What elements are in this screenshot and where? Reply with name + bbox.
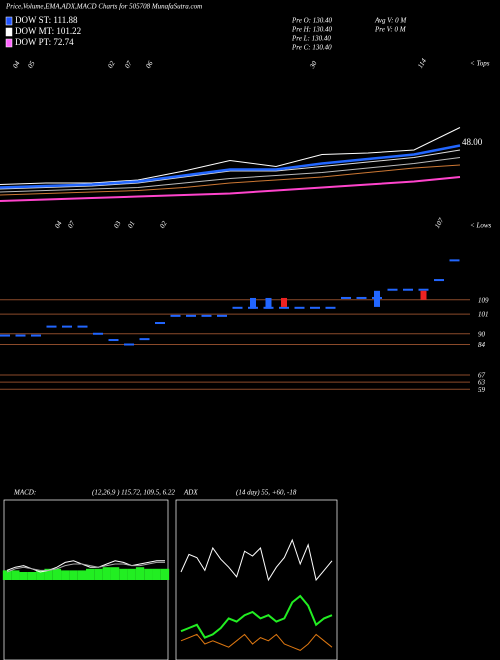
- histogram-bar: [44, 568, 53, 580]
- low-label: 02: [158, 219, 169, 229]
- candle: [265, 297, 272, 309]
- low-label: 03: [112, 219, 123, 229]
- histogram-bar: [11, 570, 20, 580]
- histogram-bar: [110, 567, 120, 580]
- level-label: 63: [478, 379, 486, 387]
- adx-line: [180, 633, 333, 651]
- top-label: 30: [308, 59, 319, 70]
- top-label: 04: [11, 59, 22, 69]
- histogram-bar: [102, 567, 111, 580]
- top-label: 06: [144, 59, 155, 69]
- histogram-bar: [135, 567, 145, 580]
- histogram-bar: [144, 568, 153, 580]
- histogram-bar: [61, 570, 70, 580]
- histogram-bar: [2, 570, 12, 580]
- series-line: [0, 127, 461, 185]
- series-line: [0, 157, 461, 193]
- stat: Pre C: 130.40: [291, 44, 332, 52]
- histogram-bar: [86, 568, 95, 580]
- adx-params: (14 day) 55, +60, -18: [236, 489, 297, 497]
- histogram-bar: [119, 568, 128, 580]
- adx-line: [180, 538, 333, 582]
- adx-line: [180, 594, 333, 639]
- top-label: 02: [106, 59, 117, 69]
- histogram-bar: [36, 570, 45, 580]
- stat: Avg V: 0 M: [374, 17, 407, 25]
- lows-label: < Lows: [470, 222, 492, 230]
- level-label: 90: [478, 330, 486, 338]
- top-label: 05: [26, 59, 37, 69]
- candle: [281, 297, 287, 307]
- low-label: 07: [66, 219, 77, 229]
- level-label: 67: [478, 372, 486, 380]
- candle: [374, 290, 380, 307]
- candle: [250, 297, 256, 309]
- low-label: 01: [126, 220, 136, 230]
- stat: Pre H: 130.40: [291, 26, 332, 34]
- histogram-bar: [152, 568, 161, 580]
- histogram-bar: [94, 568, 103, 580]
- series-line: [0, 149, 461, 190]
- stat: Pre O: 130.40: [291, 17, 332, 25]
- histogram-bar: [69, 570, 78, 580]
- legend-swatch: [5, 38, 13, 48]
- level-label: 59: [478, 386, 486, 394]
- histogram-bar: [160, 568, 170, 580]
- series-line: [0, 164, 461, 196]
- stat: Pre V: 0 M: [374, 26, 407, 34]
- series-line: [0, 144, 461, 189]
- histogram-bar: [27, 572, 37, 580]
- macd-line: [6, 561, 165, 573]
- series-line: [0, 176, 461, 202]
- legend-swatch: [5, 16, 13, 26]
- macd-params: (12,26,9 ) 115.72, 109.5, 6.22: [92, 489, 175, 497]
- adx-label: ADX: [183, 489, 198, 497]
- legend-label: DOW MT: 101.22: [15, 26, 81, 36]
- title: Price,Volume,EMA,ADX,MACD Charts for 505…: [5, 3, 202, 11]
- histogram-bar: [77, 570, 86, 580]
- panel: [175, 499, 338, 660]
- level-label: 84: [478, 341, 486, 349]
- low-label: 04: [53, 219, 64, 229]
- level-label: 101: [478, 311, 489, 319]
- legend-swatch: [5, 27, 13, 37]
- price-label: 48.00: [462, 137, 483, 147]
- stat: Pre L: 130.40: [291, 35, 331, 43]
- top-label: 07: [123, 59, 134, 69]
- tops-label: < Tops: [470, 60, 490, 68]
- level-label: 109: [478, 296, 489, 304]
- legend-label: DOW PT: 72.74: [15, 37, 74, 47]
- histogram-bar: [127, 568, 136, 580]
- histogram-bar: [52, 568, 62, 580]
- legend-label: DOW ST: 111.88: [15, 15, 78, 25]
- candle: [420, 290, 427, 300]
- macd-label: MACD:: [13, 489, 36, 497]
- histogram-bar: [19, 572, 28, 580]
